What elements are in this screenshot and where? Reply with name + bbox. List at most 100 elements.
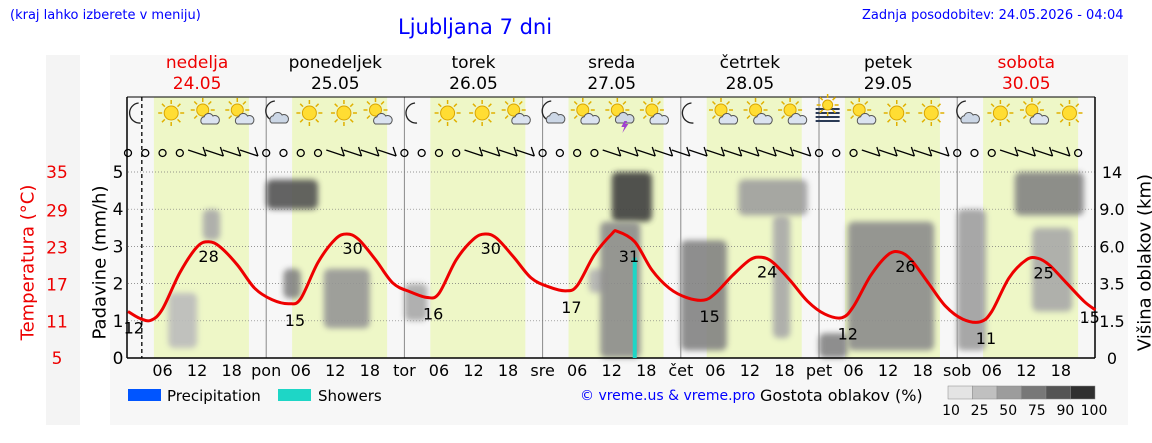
sun-ray bbox=[504, 100, 509, 105]
wind-barb-flag bbox=[357, 146, 363, 157]
hour-tick-label: 18 bbox=[498, 361, 518, 380]
wind-barb-icon bbox=[671, 149, 691, 157]
sun-ray bbox=[819, 96, 824, 101]
sun-cloud-icon bbox=[639, 98, 670, 125]
sun-ray bbox=[902, 118, 907, 123]
temperature-tick: 35 bbox=[46, 163, 68, 183]
day-abbr-label: sre bbox=[530, 361, 554, 380]
wind-calm-icon bbox=[832, 148, 841, 158]
sun-ray bbox=[472, 103, 477, 108]
sun-ray bbox=[487, 103, 492, 108]
sun-disc bbox=[474, 105, 490, 121]
sun-disc bbox=[822, 99, 834, 111]
cloud-blob bbox=[168, 292, 198, 349]
cloud-height-tick: 0 bbox=[1107, 349, 1117, 368]
sun-ray bbox=[657, 100, 661, 105]
wind-barb-icon bbox=[654, 149, 673, 157]
sun-ray bbox=[921, 103, 926, 108]
hour-tick-label: 06 bbox=[843, 361, 863, 380]
wind-barb-flag bbox=[668, 146, 674, 157]
sun-ray bbox=[864, 100, 869, 105]
sun-ray bbox=[781, 100, 785, 105]
sun-ray bbox=[228, 100, 233, 105]
day-name: petek bbox=[864, 53, 912, 73]
temperature-label: 30 bbox=[342, 239, 362, 258]
hour-tick-label: 18 bbox=[636, 361, 656, 380]
lightning-bolt bbox=[621, 121, 629, 133]
moon-cloud-icon bbox=[265, 100, 289, 124]
wind-barb-flag bbox=[651, 146, 656, 157]
sun-disc bbox=[714, 103, 728, 117]
region-hint[interactable]: (kraj lahko izberete v meniju) bbox=[10, 8, 201, 23]
cloud-density-swatch bbox=[1045, 385, 1071, 400]
cloud-shape bbox=[200, 112, 220, 125]
sun-ray bbox=[177, 118, 181, 123]
sun-cloud-icon bbox=[847, 98, 877, 125]
wind-barb-icon bbox=[239, 149, 259, 157]
wind-barb-flag bbox=[1014, 146, 1019, 157]
sun-ray bbox=[193, 100, 198, 105]
day-abbr-label: tor bbox=[393, 361, 416, 380]
sun-disc bbox=[163, 105, 179, 121]
sun-ray bbox=[1022, 100, 1027, 105]
sun-icon bbox=[883, 100, 910, 126]
sun-ray bbox=[1075, 118, 1080, 123]
hour-tick-label: 12 bbox=[187, 361, 207, 380]
temperature-line bbox=[127, 229, 1097, 324]
wind-barb-flag bbox=[807, 146, 812, 157]
sun-ray bbox=[921, 118, 926, 123]
precip-tick: 4 bbox=[113, 200, 124, 220]
wind-barb-icon bbox=[688, 149, 708, 157]
wind-barb-flag bbox=[703, 146, 708, 157]
sun-icon bbox=[330, 100, 357, 126]
sun-disc bbox=[440, 105, 456, 121]
day-date: 27.05 bbox=[587, 74, 636, 94]
wind-barb-flag bbox=[530, 146, 535, 157]
cloud-blob bbox=[202, 209, 221, 241]
hour-tick-label: 12 bbox=[602, 361, 622, 380]
sun-cloud-icon bbox=[778, 98, 808, 125]
sun-disc bbox=[196, 103, 210, 117]
temperature-label: 26 bbox=[895, 257, 915, 276]
thunder-cloud-icon bbox=[605, 98, 635, 133]
wind-calm-icon bbox=[953, 148, 962, 158]
day-date: 25.05 bbox=[311, 74, 360, 94]
sun-ray bbox=[1037, 100, 1041, 105]
wind-barb-flag bbox=[392, 146, 397, 157]
wind-barb-icon bbox=[222, 149, 241, 157]
temperature-label: 17 bbox=[561, 298, 581, 317]
cloud-density-swatch bbox=[1021, 385, 1047, 400]
wind-barb-flag bbox=[1066, 146, 1071, 157]
sun-ray bbox=[453, 118, 458, 123]
cloud-shape bbox=[718, 112, 739, 125]
sun-ray bbox=[437, 118, 442, 123]
moon-shape bbox=[128, 102, 141, 124]
copyright-link[interactable]: © vreme.us & vreme.pro bbox=[580, 388, 756, 404]
wind-barb-icon bbox=[1034, 149, 1053, 157]
sun-ray bbox=[746, 100, 751, 105]
cloud-height-tick: 9.0 bbox=[1099, 200, 1124, 219]
sun-icon bbox=[434, 100, 461, 126]
sun-cloud-icon bbox=[708, 98, 739, 125]
cloud-density-tick: 50 bbox=[999, 403, 1017, 419]
sun-ray bbox=[161, 103, 166, 108]
day-date: 24.05 bbox=[173, 74, 222, 94]
sun-ray bbox=[299, 103, 304, 108]
sun-cloud-icon bbox=[190, 98, 220, 125]
wind-barb-flag bbox=[478, 146, 484, 157]
precip-tick: 2 bbox=[113, 275, 124, 295]
temperature-label: 25 bbox=[1033, 263, 1053, 282]
sun-ray bbox=[781, 115, 785, 120]
sun-ray bbox=[315, 118, 320, 123]
wind-barb-icon bbox=[377, 149, 397, 157]
temperature-tick: 11 bbox=[46, 313, 68, 333]
wind-barb-flag bbox=[617, 146, 622, 157]
day-name: torek bbox=[452, 53, 496, 73]
wind-barb-icon bbox=[792, 149, 811, 157]
sun-icon bbox=[918, 100, 945, 126]
sun-ray bbox=[380, 100, 385, 105]
temperature-label: 16 bbox=[423, 305, 443, 324]
wind-barb-flag bbox=[237, 146, 242, 157]
temperature-label: 31 bbox=[619, 247, 639, 266]
